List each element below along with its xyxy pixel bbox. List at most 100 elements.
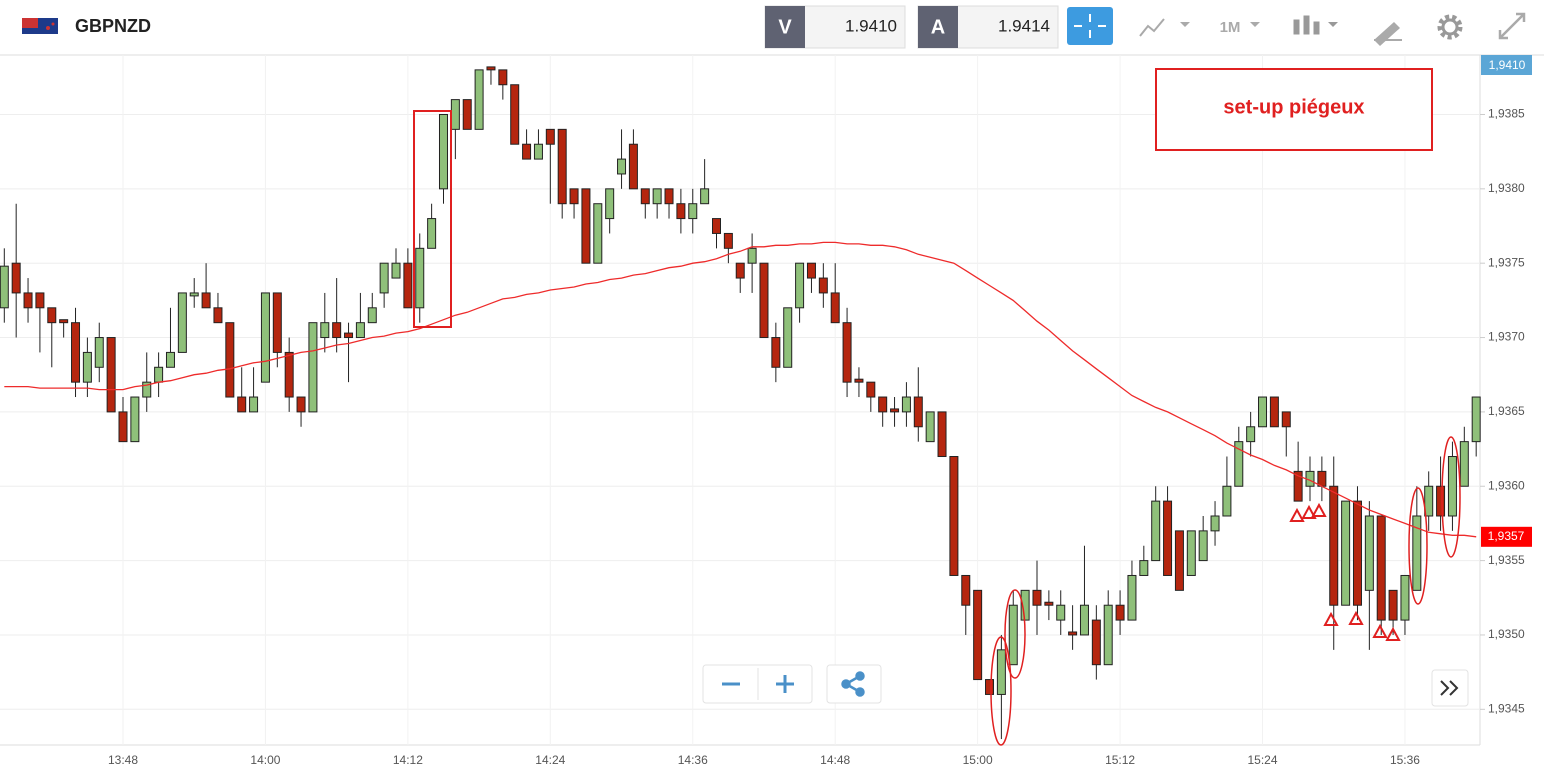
candle-body — [985, 679, 995, 695]
candle-body — [961, 574, 971, 606]
candle-body — [1352, 500, 1362, 606]
zoom-in[interactable] — [776, 675, 794, 693]
candle-body — [1008, 604, 1018, 666]
candle-body — [676, 203, 686, 220]
triangles — [1289, 502, 1401, 641]
candle-body — [474, 69, 484, 130]
candle-body — [1079, 604, 1089, 636]
candle-body — [177, 292, 187, 353]
candle-body — [1269, 396, 1279, 428]
candle-body — [47, 307, 57, 324]
x-tick-label: 13:48 — [108, 753, 138, 767]
candle-body — [1056, 604, 1066, 621]
share-button[interactable] — [826, 664, 882, 704]
candle-body — [712, 218, 721, 234]
scroll-end-button[interactable] — [1431, 669, 1469, 707]
x-tick-label: 14:24 — [535, 753, 565, 767]
candle-body — [1163, 500, 1173, 576]
chart-type-button[interactable] — [1139, 18, 1190, 37]
candle-body — [949, 456, 959, 576]
settings-button[interactable] — [1437, 14, 1463, 40]
candle-body — [1115, 604, 1125, 621]
highlight-rect — [413, 110, 452, 328]
symbol: GBPNZD — [75, 16, 151, 36]
y-tick-label: 1,9380 — [1488, 181, 1525, 195]
x-tick-label: 14:48 — [820, 753, 850, 767]
candle-body — [617, 158, 627, 175]
last-price-tag: 1,9357 — [1488, 529, 1525, 543]
x-tick-label: 15:24 — [1248, 753, 1278, 767]
candle-body — [237, 396, 247, 413]
candle-body — [723, 232, 733, 249]
candle-body — [1329, 485, 1339, 606]
timeframe-caret — [1250, 22, 1260, 27]
top-price-tag-bg — [1481, 55, 1532, 75]
candle-body — [533, 143, 543, 160]
y-tick-label: 1,9355 — [1488, 553, 1525, 567]
candle-body — [106, 337, 116, 413]
candle-body — [605, 188, 615, 220]
bid-badge — [765, 6, 805, 48]
candle-body — [913, 396, 923, 428]
candle-body — [1139, 560, 1149, 576]
top-price-tag: 1,9410 — [1489, 58, 1526, 72]
candle-body — [664, 188, 674, 205]
candle-body — [628, 143, 638, 190]
candle-body — [545, 128, 555, 145]
x-tick-label: 15:00 — [963, 753, 993, 767]
candle-body — [1127, 574, 1137, 621]
candle-body — [427, 218, 437, 249]
candle-body — [1388, 589, 1398, 621]
candle-body — [355, 322, 365, 339]
candle-body — [700, 188, 710, 205]
candle-body — [1412, 515, 1422, 591]
annotation-text: set-up piégeux — [1223, 96, 1364, 118]
draw-button[interactable] — [1374, 22, 1402, 46]
candle-body — [652, 188, 662, 205]
candle-body — [640, 188, 650, 205]
candle-body — [747, 247, 757, 264]
ellipses — [990, 436, 1461, 746]
candle-body — [795, 262, 805, 309]
annotation-box — [1155, 68, 1433, 151]
candle-body — [1068, 631, 1078, 636]
candle-body — [522, 143, 532, 160]
candle-body — [1103, 604, 1113, 666]
candle-body — [818, 277, 828, 294]
candle-body — [165, 351, 175, 368]
candle-body — [996, 649, 1006, 695]
moving-average — [4, 241, 1477, 538]
candle-body — [901, 396, 911, 413]
candle-body — [759, 262, 769, 339]
ask-price: 1.9414 — [998, 16, 1050, 35]
candle-body — [320, 322, 330, 339]
x-tick-label: 14:00 — [250, 753, 280, 767]
ask-label: A — [931, 16, 945, 38]
crosshair-button[interactable] — [1067, 7, 1113, 45]
candle-body — [1281, 411, 1291, 428]
candle-body — [1258, 396, 1268, 428]
candle-body — [284, 351, 294, 398]
candle-body — [154, 366, 164, 383]
zoom-controls — [702, 664, 882, 704]
candle-body — [1341, 500, 1351, 606]
candle-body — [973, 589, 983, 681]
candle-body — [379, 262, 389, 294]
plot: 1,9345 1,9350 1,9355 1,9360 1,9365 1,9370 1,93… — [0, 55, 1525, 767]
candle-body — [1400, 574, 1410, 621]
candle-body — [249, 396, 259, 413]
candle-body — [498, 69, 508, 86]
candle-body — [1210, 515, 1220, 532]
fullscreen-button[interactable] — [1498, 12, 1526, 40]
candle-body — [581, 188, 591, 264]
candle-body — [201, 292, 211, 309]
ask-badge — [918, 6, 958, 48]
candle-body — [569, 188, 579, 205]
candle-body — [1032, 589, 1042, 606]
candle-body — [308, 322, 318, 413]
x-tick-label: 15:12 — [1105, 753, 1135, 767]
timeframe[interactable]: 1M — [1220, 19, 1241, 36]
candle-body — [1317, 470, 1327, 487]
candle-button[interactable] — [1293, 15, 1338, 35]
